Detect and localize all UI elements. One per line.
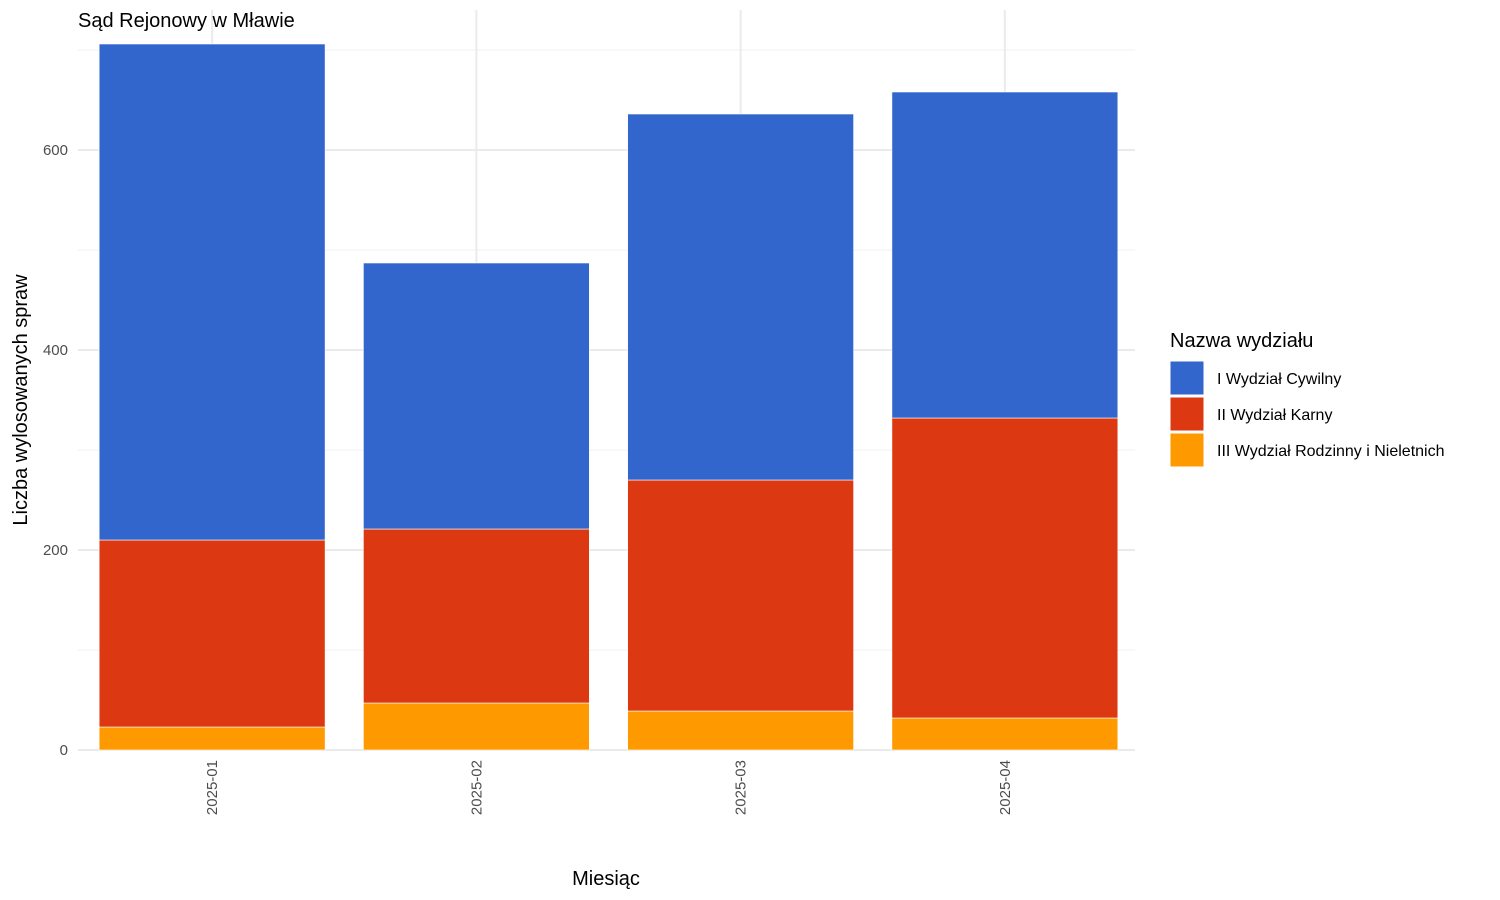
legend-label: II Wydział Karny — [1217, 407, 1332, 424]
legend-title: Nazwa wydziału — [1170, 330, 1313, 352]
bar-segment — [98, 43, 326, 541]
y-tick-label: 400 — [43, 342, 68, 359]
legend-label: III Wydział Rodzinny i Nieletnich — [1217, 443, 1445, 460]
legend-swatch — [1169, 396, 1205, 432]
x-tick-label: 2025-04 — [997, 760, 1014, 815]
legend: Nazwa wydziału I Wydział Cywilny II Wydzi… — [1169, 330, 1445, 468]
x-tick-label: 2025-02 — [468, 760, 485, 815]
legend-label: I Wydział Cywilny — [1217, 371, 1341, 388]
bar-segment — [98, 726, 326, 751]
y-tick-label: 600 — [43, 142, 68, 159]
bar-segment — [98, 539, 326, 728]
bar-stack-2025-03 — [627, 113, 854, 751]
bar-segment — [891, 717, 1119, 751]
x-tick-label: 2025-01 — [204, 760, 221, 815]
bar-segment — [891, 417, 1119, 719]
y-tick-label: 200 — [43, 542, 68, 559]
legend-swatch — [1169, 432, 1205, 468]
bar-stacks — [98, 43, 1119, 751]
y-axis: 0 200 400 600 — [43, 142, 68, 759]
bar-segment — [627, 710, 854, 751]
bar-stack-2025-02 — [363, 262, 590, 751]
bar-segment — [627, 113, 854, 481]
bar-segment — [627, 479, 854, 712]
x-axis-title: Miesiąc — [572, 868, 640, 890]
bar-segment — [363, 702, 590, 751]
chart-title: Sąd Rejonowy w Mławie — [78, 10, 295, 32]
bar-segment — [363, 262, 590, 530]
y-axis-title: Liczba wylosowanych spraw — [10, 274, 32, 526]
x-axis: 2025-01 2025-02 2025-03 2025-04 — [204, 760, 1014, 815]
x-tick-label: 2025-03 — [733, 760, 750, 815]
bar-segment — [363, 528, 590, 704]
bar-segment — [891, 91, 1119, 419]
bar-stack-2025-04 — [891, 91, 1119, 751]
legend-swatch — [1169, 360, 1205, 396]
y-tick-label: 0 — [60, 742, 68, 759]
bar-stack-2025-01 — [98, 43, 326, 751]
